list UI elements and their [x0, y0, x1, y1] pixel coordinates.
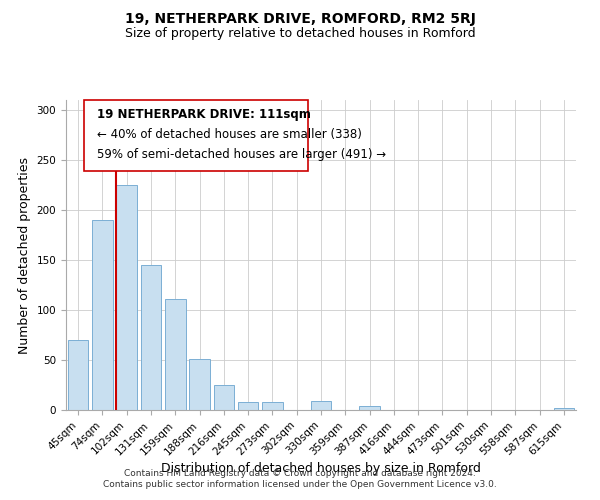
Bar: [189, 359, 210, 410]
Text: ← 40% of detached houses are smaller (338): ← 40% of detached houses are smaller (33…: [97, 128, 361, 141]
X-axis label: Distribution of detached houses by size in Romford: Distribution of detached houses by size …: [161, 462, 481, 475]
Bar: [165, 299, 185, 410]
Text: 59% of semi-detached houses are larger (491) →: 59% of semi-detached houses are larger (…: [97, 148, 386, 161]
Bar: [238, 402, 259, 410]
Bar: [68, 340, 88, 410]
FancyBboxPatch shape: [84, 100, 308, 172]
Text: 19 NETHERPARK DRIVE: 111sqm: 19 NETHERPARK DRIVE: 111sqm: [97, 108, 310, 120]
Bar: [116, 185, 137, 410]
Bar: [554, 408, 574, 410]
Text: Size of property relative to detached houses in Romford: Size of property relative to detached ho…: [125, 28, 475, 40]
Bar: [214, 385, 234, 410]
Y-axis label: Number of detached properties: Number of detached properties: [18, 156, 31, 354]
Text: Contains public sector information licensed under the Open Government Licence v3: Contains public sector information licen…: [103, 480, 497, 489]
Text: Contains HM Land Registry data © Crown copyright and database right 2024.: Contains HM Land Registry data © Crown c…: [124, 468, 476, 477]
Bar: [311, 401, 331, 410]
Bar: [92, 220, 113, 410]
Text: 19, NETHERPARK DRIVE, ROMFORD, RM2 5RJ: 19, NETHERPARK DRIVE, ROMFORD, RM2 5RJ: [125, 12, 475, 26]
Bar: [140, 265, 161, 410]
Bar: [262, 402, 283, 410]
Bar: [359, 406, 380, 410]
